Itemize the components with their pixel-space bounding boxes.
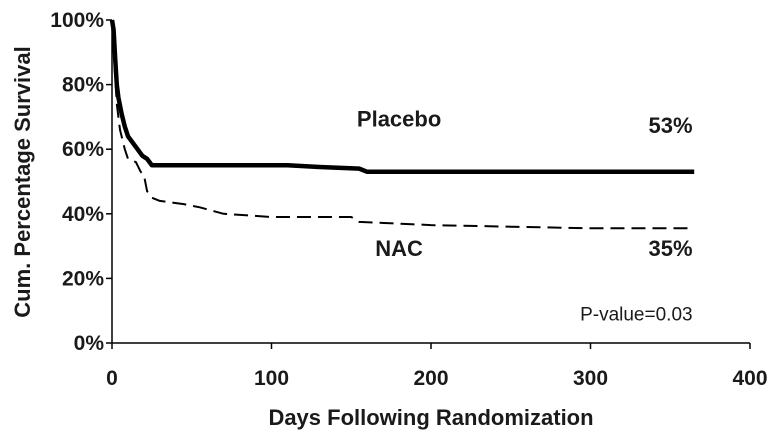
y-axis-label: Cum. Percentage Survival: [10, 46, 35, 317]
annotation-nac-label: NAC: [375, 236, 423, 261]
x-tick-label: 0: [106, 367, 118, 390]
series-layer: [109, 19, 695, 230]
annotation-nac-end: 35%: [649, 236, 693, 261]
x-tick-label: 200: [413, 367, 448, 390]
annotation-pvalue: P-value=0.03: [580, 304, 693, 325]
y-axis-ticks: 0% 20% 40% 60% 80% 100%: [50, 9, 112, 355]
y-tick-label: 100%: [50, 9, 104, 32]
x-tick-label: 100: [254, 367, 289, 390]
annotation-placebo-end: 53%: [649, 113, 693, 138]
y-tick-label: 20%: [62, 267, 104, 290]
plot-frame: [111, 20, 750, 344]
x-axis-ticks: 0 100 200 300 400: [106, 343, 768, 390]
x-axis-label: Days Following Randomization: [268, 405, 593, 430]
x-tick-label: 300: [573, 367, 608, 390]
y-tick-label: 80%: [62, 74, 104, 97]
y-tick-label: 0%: [74, 332, 105, 355]
annotation-placebo-label: Placebo: [357, 107, 441, 132]
annotation-layer: Placebo 53% NAC 35% P-value=0.03: [357, 107, 693, 326]
x-tick-label: 400: [732, 367, 767, 390]
series-line-nac: [111, 19, 695, 230]
y-tick-label: 40%: [62, 203, 104, 226]
y-tick-label: 60%: [62, 138, 104, 161]
series-line-placebo: [109, 19, 695, 175]
